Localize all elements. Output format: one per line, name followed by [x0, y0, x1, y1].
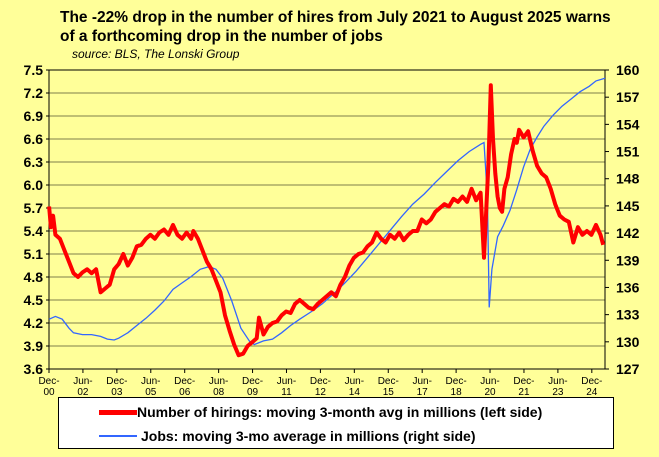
x-tick-label-top: Jun-	[345, 376, 364, 387]
x-tick-label-bottom: 23	[552, 387, 564, 395]
right-tick-label: 139	[616, 252, 640, 268]
x-tick-label-top: Jun-	[480, 376, 499, 387]
x-tick-label-top: Jun-	[548, 376, 567, 387]
chart-source: source: BLS, The Lonski Group	[72, 47, 240, 61]
plot-area	[48, 69, 606, 370]
left-tick-label: 3.6	[24, 361, 44, 377]
x-tick-label-top: Dec-	[513, 376, 534, 387]
x-tick-label-top: Jun-	[277, 376, 296, 387]
x-tick-label-bottom: 02	[77, 387, 89, 395]
series-hires-line	[47, 83, 606, 358]
right-tick-label: 154	[616, 116, 640, 132]
x-tick-label-bottom: 12	[315, 387, 327, 395]
right-tick-label: 145	[616, 198, 640, 214]
x-tick-label-top: Dec-	[378, 376, 399, 387]
x-tick-label-top: Jun-	[141, 376, 160, 387]
legend-item-jobs: Jobs: moving 3-mo average in millions (r…	[59, 425, 476, 447]
left-tick-label: 3.9	[24, 338, 44, 354]
legend-item-hires: Number of hirings: moving 3-month avg in…	[59, 401, 542, 423]
left-tick-label: 6.0	[24, 177, 44, 193]
x-tick-label-top: Dec-	[581, 376, 602, 387]
right-axis-ticks: 127 130 133 136 139 142 145 148 151 154 157 160	[605, 62, 640, 377]
x-tick-label-bottom: 14	[349, 387, 361, 395]
x-tick-label-top: Dec-	[106, 376, 127, 387]
legend: Number of hirings: moving 3-month avg in…	[58, 397, 614, 449]
x-tick-label-bottom: 11	[281, 387, 292, 395]
left-tick-label: 4.2	[24, 315, 44, 331]
x-tick-label-bottom: 09	[247, 387, 259, 395]
right-tick-label: 160	[616, 62, 640, 78]
x-tick-label-bottom: 17	[417, 387, 429, 395]
x-tick-label-bottom: 15	[383, 387, 395, 395]
x-tick-label-bottom: 00	[43, 387, 55, 395]
right-tick-label: 157	[616, 89, 640, 105]
x-tick-label-top: Jun-	[209, 376, 228, 387]
left-tick-label: 7.5	[24, 62, 44, 78]
chart-title: The -22% drop in the number of hires fro…	[60, 9, 611, 45]
right-tick-label: 142	[616, 225, 640, 241]
x-tick-label-bottom: 06	[179, 387, 191, 395]
right-tick-label: 136	[616, 279, 640, 295]
x-tick-label-top: Dec-	[174, 376, 195, 387]
x-tick-label-top: Jun-	[73, 376, 92, 387]
x-tick-label-bottom: 08	[213, 387, 225, 395]
left-tick-label: 7.2	[24, 85, 44, 101]
x-tick-label-top: Dec-	[242, 376, 263, 387]
left-tick-label: 5.7	[24, 200, 44, 216]
left-tick-label: 4.8	[24, 269, 44, 285]
x-tick-label-top: Dec-	[446, 376, 467, 387]
x-tick-label-bottom: 20	[484, 387, 496, 395]
right-tick-label: 151	[616, 144, 640, 160]
x-tick-label-bottom: 05	[145, 387, 157, 395]
x-axis-ticks: Dec-00Jun-02Dec-03Jun-05Dec-06Jun-08Dec-…	[38, 369, 602, 395]
left-tick-label: 6.3	[24, 154, 44, 170]
gridlines	[49, 69, 605, 370]
left-tick-label: 5.4	[24, 223, 44, 239]
left-tick-label: 5.1	[24, 246, 44, 262]
left-axis-ticks: 3.6 3.9 4.2 4.5 4.8 5.1 5.4 5.7 6.0 6.3 6.6 6.9 7.2 7…	[24, 62, 49, 377]
left-tick-label: 6.9	[24, 108, 44, 124]
line-chart: 3.6 3.9 4.2 4.5 4.8 5.1 5.4 5.7 6.0 6.3 6.6 6.9 7.2 7…	[24, 62, 640, 395]
right-tick-label: 148	[616, 171, 640, 187]
right-tick-label: 130	[616, 334, 640, 350]
legend-swatch-hires	[99, 409, 137, 415]
legend-label-jobs: Jobs: moving 3-mo average in millions (r…	[141, 428, 476, 444]
x-tick-label-bottom: 21	[518, 387, 530, 395]
x-tick-label-bottom: 24	[586, 387, 598, 395]
series-jobs-line	[48, 77, 606, 346]
x-tick-label-top: Dec-	[38, 376, 59, 387]
right-tick-label: 133	[616, 307, 640, 323]
legend-label-hires: Number of hirings: moving 3-month avg in…	[137, 404, 543, 420]
x-tick-label-top: Dec-	[310, 376, 331, 387]
left-tick-label: 6.6	[24, 131, 44, 147]
x-tick-label-top: Jun-	[412, 376, 431, 387]
right-tick-label: 127	[616, 361, 640, 377]
x-tick-label-bottom: 18	[451, 387, 463, 395]
legend-swatch-jobs	[99, 435, 137, 437]
left-tick-label: 4.5	[24, 292, 44, 308]
x-tick-label-bottom: 03	[111, 387, 123, 395]
